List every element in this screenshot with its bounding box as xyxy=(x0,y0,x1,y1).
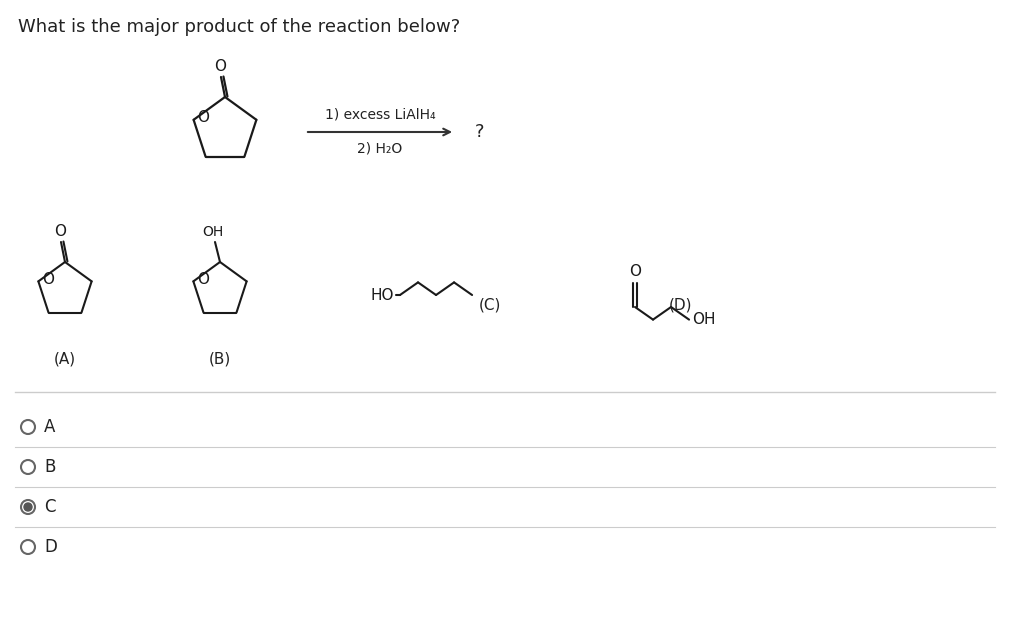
Text: OH: OH xyxy=(202,225,223,239)
Text: O: O xyxy=(629,264,641,279)
Text: O: O xyxy=(197,272,209,287)
Text: D: D xyxy=(44,538,57,556)
Text: (C): (C) xyxy=(479,298,501,313)
Text: 1) excess LiAlH₄: 1) excess LiAlH₄ xyxy=(324,108,435,122)
Text: What is the major product of the reaction below?: What is the major product of the reactio… xyxy=(18,18,461,36)
Text: O: O xyxy=(198,110,210,125)
Text: ?: ? xyxy=(475,123,485,141)
Text: O: O xyxy=(214,59,226,74)
Text: 2) H₂O: 2) H₂O xyxy=(358,142,403,156)
Text: A: A xyxy=(44,418,56,436)
Text: (B): (B) xyxy=(209,352,231,367)
Text: (D): (D) xyxy=(669,298,692,313)
Circle shape xyxy=(24,503,32,511)
Text: OH: OH xyxy=(692,312,715,327)
Text: O: O xyxy=(54,224,66,239)
Text: HO: HO xyxy=(370,288,394,303)
Text: B: B xyxy=(44,458,56,476)
Text: O: O xyxy=(42,272,55,287)
Text: (A): (A) xyxy=(54,352,76,367)
Text: C: C xyxy=(44,498,56,516)
